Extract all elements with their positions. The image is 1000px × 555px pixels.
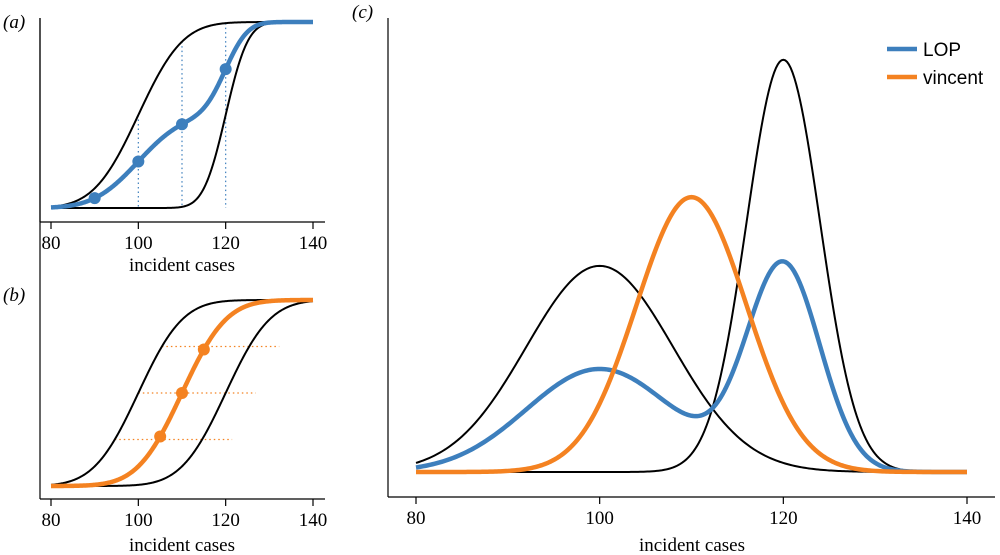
panel-c-axes: 80 100 120 140 — [387, 18, 995, 529]
x-tick-label: 100 — [124, 510, 153, 531]
vincent-point — [197, 343, 210, 356]
legend-vincent-label: vincent — [923, 68, 984, 89]
x-tick-label: 100 — [124, 233, 153, 254]
lop-curve — [415, 259, 968, 475]
x-tick-label: 80 — [42, 233, 61, 254]
panel-c-label: (c) — [352, 2, 373, 23]
panel-a: (a) 80 100 120 140 incident cases — [3, 12, 327, 276]
panel-a-axes: 80 100 120 140 — [39, 18, 328, 254]
vincent-point — [154, 430, 167, 443]
panel-b-xlabel: incident cases — [129, 535, 235, 555]
x-tick-label: 120 — [211, 510, 240, 531]
x-tick-label: 80 — [407, 508, 426, 529]
panel-b: (b) 80 100 120 140 incident cases — [3, 18, 327, 555]
panel-b-label: (b) — [3, 285, 25, 306]
x-tick-label: 140 — [299, 233, 328, 254]
panel-c-legend: LOP vincent — [887, 40, 984, 89]
panel-b-series — [49, 297, 315, 489]
panel-c-component-curves — [415, 58, 967, 473]
component-curve-1 — [415, 264, 967, 473]
lop-point — [132, 155, 145, 168]
x-tick-label: 140 — [953, 508, 982, 529]
lop-point — [219, 63, 232, 76]
x-tick-label: 120 — [211, 233, 240, 254]
legend-lop-label: LOP — [923, 40, 961, 61]
lop-point — [176, 118, 188, 131]
lop-point — [88, 192, 101, 205]
panel-c: (c) 80 100 120 140 incident cases LOP vince… — [352, 2, 995, 555]
vincent-point — [176, 387, 188, 399]
panel-b-axes: 80 100 120 140 — [39, 18, 328, 531]
panel-a-guides — [137, 23, 227, 208]
x-tick-label: 120 — [769, 508, 798, 529]
component-curve-2 — [416, 58, 967, 473]
panel-a-series — [49, 19, 315, 210]
panel-c-series — [415, 194, 968, 475]
x-tick-label: 80 — [42, 510, 61, 531]
x-tick-label: 140 — [299, 510, 328, 531]
panel-a-xlabel: incident cases — [129, 255, 235, 276]
vincent-curve — [415, 194, 968, 475]
x-tick-label: 100 — [585, 508, 614, 529]
panel-a-label: (a) — [3, 12, 25, 33]
panel-b-guides — [114, 345, 280, 441]
panel-c-xlabel: incident cases — [639, 535, 745, 555]
